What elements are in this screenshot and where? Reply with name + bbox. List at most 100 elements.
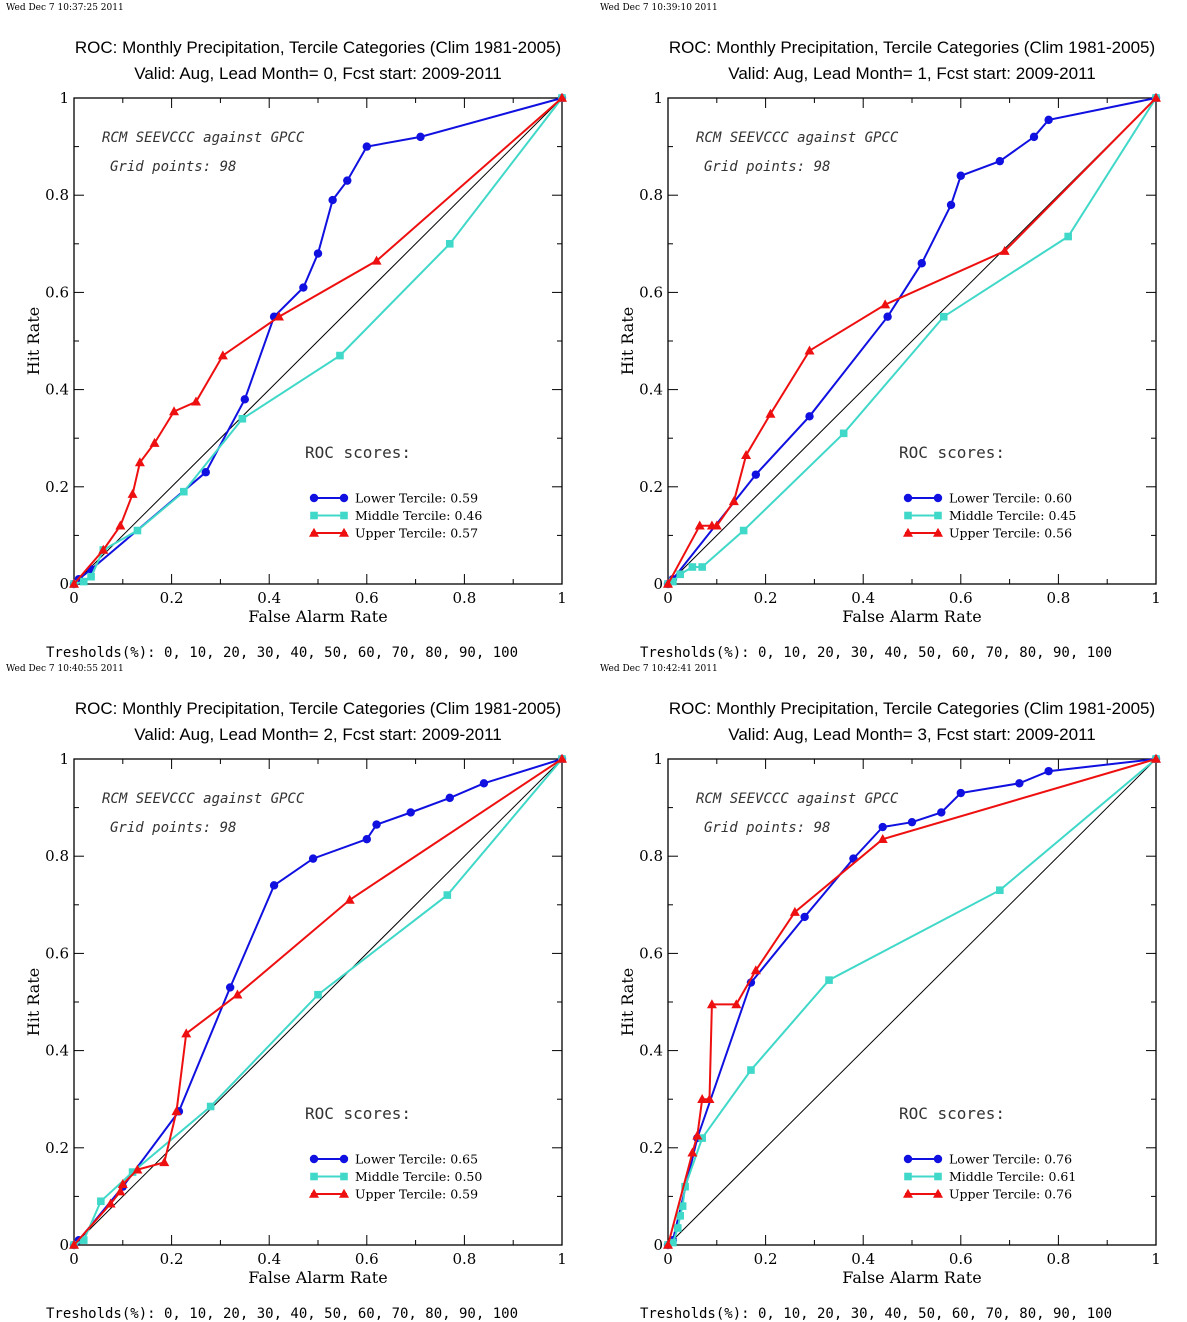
legend-marker-lower xyxy=(933,493,943,503)
roc-scores-heading: ROC scores: xyxy=(305,1104,411,1123)
data-point-lower xyxy=(313,249,323,258)
legend-marker-middle xyxy=(340,511,348,520)
data-point-middle xyxy=(336,351,344,360)
y-tick-label: 0.8 xyxy=(45,186,69,204)
x-tick-label: 1 xyxy=(557,589,567,607)
chart-title: ROC: Monthly Precipitation, Tercile Cate… xyxy=(75,38,561,57)
data-point-upper xyxy=(127,488,138,498)
no-skill-diagonal xyxy=(73,97,563,585)
legend-marker-upper xyxy=(933,1188,943,1198)
legend-label-middle: Middle Tercile: 0.61 xyxy=(949,1169,1076,1184)
legend-marker-lower xyxy=(903,493,913,503)
series-upper-tercile xyxy=(69,92,567,588)
legend-marker-middle xyxy=(310,511,318,520)
thresholds-note: Tresholds(%): 0, 10, 20, 30, 40, 50, 60,… xyxy=(640,645,1112,661)
legend-label-lower: Lower Tercile: 0.65 xyxy=(355,1152,478,1167)
data-point-upper xyxy=(115,520,126,530)
data-point-lower xyxy=(299,283,308,292)
legend-label-lower: Lower Tercile: 0.59 xyxy=(355,491,478,506)
data-point-upper xyxy=(557,92,567,102)
data-point-middle xyxy=(739,526,748,535)
data-point-upper xyxy=(134,457,145,467)
data-point-lower xyxy=(907,817,917,827)
data-point-upper xyxy=(694,520,705,530)
data-point-upper xyxy=(344,894,355,904)
data-point-upper xyxy=(789,906,800,916)
data-point-upper xyxy=(159,1157,170,1167)
data-point-upper xyxy=(697,1094,708,1103)
legend-label-upper: Upper Tercile: 0.57 xyxy=(355,526,478,541)
data-point-lower xyxy=(751,470,761,479)
data-point-upper xyxy=(69,578,79,588)
data-point-upper xyxy=(877,833,888,843)
data-point-lower xyxy=(946,200,956,210)
source-annotation: RCM SEEVCCC against GPCC xyxy=(696,791,899,807)
timestamp: Wed Dec 7 10:39:10 2011 xyxy=(600,3,718,13)
data-point-upper xyxy=(181,1028,192,1038)
data-point-upper xyxy=(731,999,742,1009)
data-point-lower xyxy=(269,881,279,890)
data-point-middle xyxy=(839,429,848,438)
chart-subtitle: Valid: Aug, Lead Month= 0, Fcst start: 2… xyxy=(134,64,501,83)
data-point-upper xyxy=(169,406,180,416)
data-point-upper xyxy=(692,1130,703,1140)
roc-chart: Wed Dec 7 10:40:55 2011 ROC: Monthly Prec… xyxy=(6,664,567,1322)
legend-marker-lower xyxy=(933,1154,943,1164)
data-point-lower xyxy=(956,788,965,798)
data-point-lower xyxy=(878,822,887,832)
y-axis-label: Hit Rate xyxy=(618,968,637,1036)
y-tick-label: 1 xyxy=(653,89,663,107)
legend: Lower Tercile: 0.76 Middle Tercile: 0.61 U… xyxy=(903,1152,1076,1202)
y-tick-label: 0 xyxy=(59,575,69,593)
legend: Lower Tercile: 0.60 Middle Tercile: 0.45 U… xyxy=(903,491,1076,541)
series-upper-tercile xyxy=(663,753,1161,1249)
x-tick-label: 0 xyxy=(663,589,673,607)
legend-marker-upper xyxy=(903,527,913,537)
data-point-middle xyxy=(1064,232,1072,241)
data-point-upper xyxy=(663,1239,673,1249)
data-point-middle xyxy=(678,1202,687,1210)
data-point-lower xyxy=(328,195,337,205)
data-point-middle xyxy=(206,1102,215,1111)
data-point-upper xyxy=(217,350,228,360)
data-point-upper xyxy=(232,989,243,999)
legend-marker-lower xyxy=(339,493,349,503)
roc-scores-heading: ROC scores: xyxy=(899,443,1005,462)
x-tick-label: 0.6 xyxy=(949,1250,973,1268)
timestamp: Wed Dec 7 10:37:25 2011 xyxy=(6,3,124,13)
grid-points-annotation: Grid points: 98 xyxy=(704,159,830,175)
data-point-lower xyxy=(308,854,318,863)
data-point-middle xyxy=(669,1238,677,1247)
roc-chart: Wed Dec 7 10:42:41 2011 ROC: Monthly Prec… xyxy=(600,664,1161,1322)
data-point-lower xyxy=(883,312,892,321)
data-point-lower xyxy=(800,912,809,922)
legend-label-middle: Middle Tercile: 0.46 xyxy=(355,508,482,523)
x-tick-label: 0.8 xyxy=(1046,1250,1070,1268)
x-tick-label: 0.8 xyxy=(452,1250,476,1268)
data-point-middle xyxy=(133,526,142,535)
data-point-upper xyxy=(371,255,382,265)
data-point-middle xyxy=(238,414,247,423)
data-point-upper xyxy=(663,578,673,588)
y-tick-label: 0.4 xyxy=(639,1042,663,1060)
x-axis-label: False Alarm Rate xyxy=(248,1268,387,1287)
chart-subtitle: Valid: Aug, Lead Month= 2, Fcst start: 2… xyxy=(134,725,501,744)
data-point-upper xyxy=(804,345,815,355)
legend-marker-lower xyxy=(339,1154,349,1164)
x-tick-label: 1 xyxy=(1151,589,1161,607)
legend-label-middle: Middle Tercile: 0.50 xyxy=(355,1169,482,1184)
chart-title: ROC: Monthly Precipitation, Tercile Cate… xyxy=(75,699,561,718)
y-axis-label: Hit Rate xyxy=(24,307,43,375)
data-point-middle xyxy=(825,976,833,984)
data-point-upper xyxy=(741,450,752,460)
data-point-middle xyxy=(669,577,677,586)
y-tick-label: 1 xyxy=(59,89,69,107)
data-point-upper xyxy=(880,299,891,309)
legend-label-upper: Upper Tercile: 0.76 xyxy=(949,1187,1072,1202)
data-point-middle xyxy=(688,563,697,571)
x-tick-label: 0.6 xyxy=(355,1250,379,1268)
x-tick-label: 0 xyxy=(69,1250,79,1268)
data-point-lower xyxy=(1015,779,1024,788)
data-point-middle xyxy=(79,577,88,586)
data-point-upper xyxy=(687,1147,698,1157)
